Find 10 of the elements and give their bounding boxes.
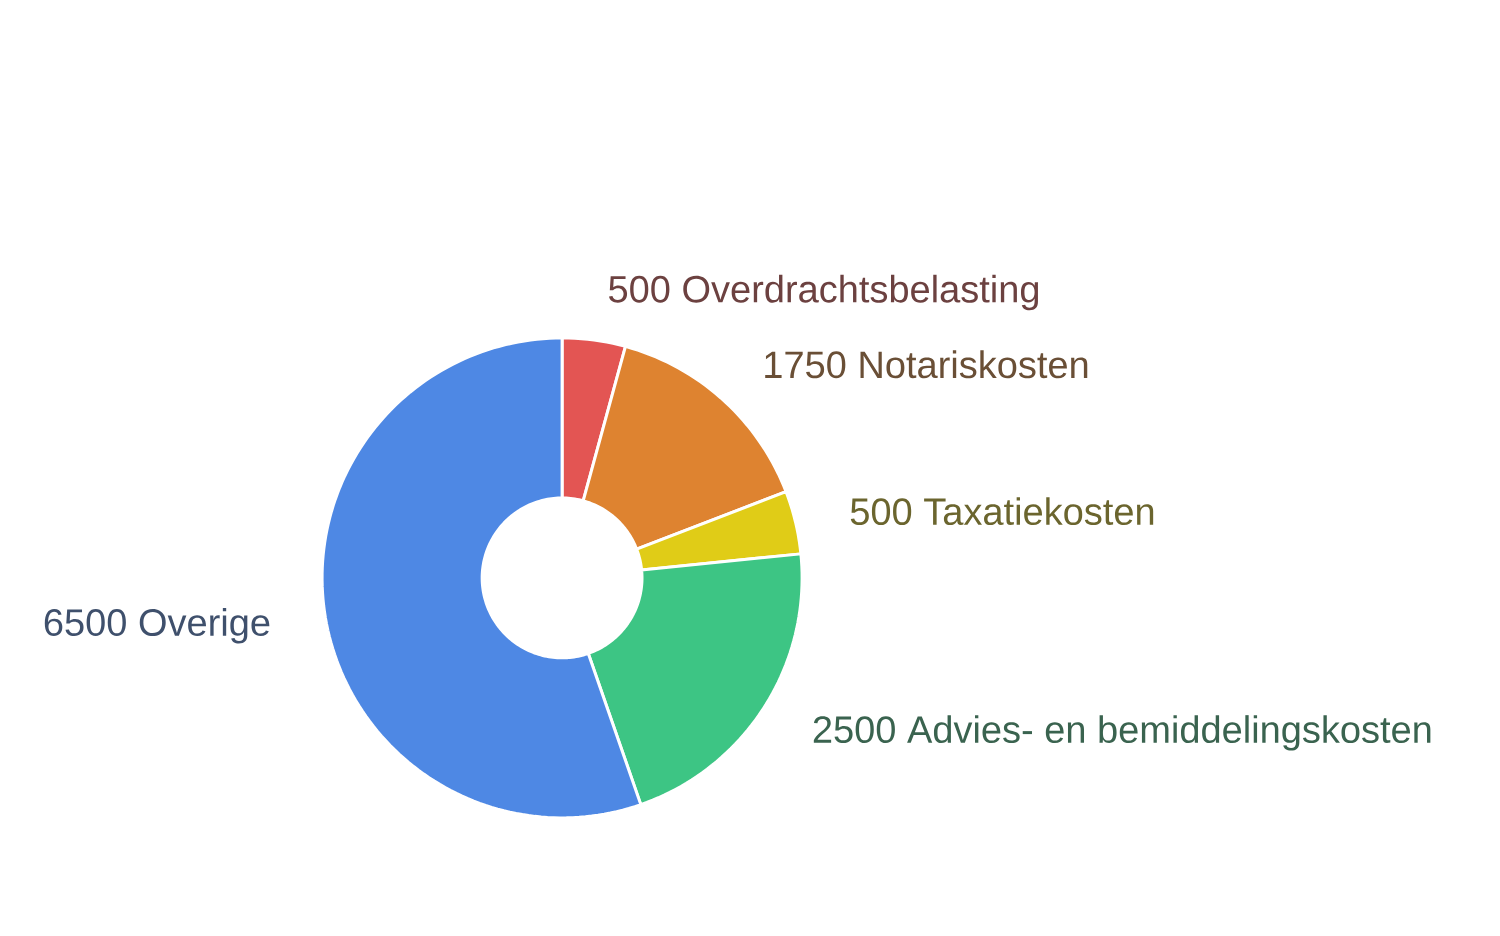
data-label: 6500 bbox=[44, 609, 126, 637]
slice-label: Notariskosten bbox=[860, 350, 1088, 379]
data-label: 1750 bbox=[765, 351, 846, 379]
slice-label: Advies- en bemiddelingskosten bbox=[907, 715, 1431, 751]
slice-label: Overdrachtsbelasting bbox=[683, 274, 1039, 311]
slice-label: Taxatiekosten bbox=[924, 497, 1154, 526]
data-label: 500 bbox=[850, 498, 912, 526]
slice-label: Overige bbox=[139, 608, 270, 644]
data-label: 2500 bbox=[813, 716, 895, 744]
data-label: 500 bbox=[609, 275, 670, 303]
